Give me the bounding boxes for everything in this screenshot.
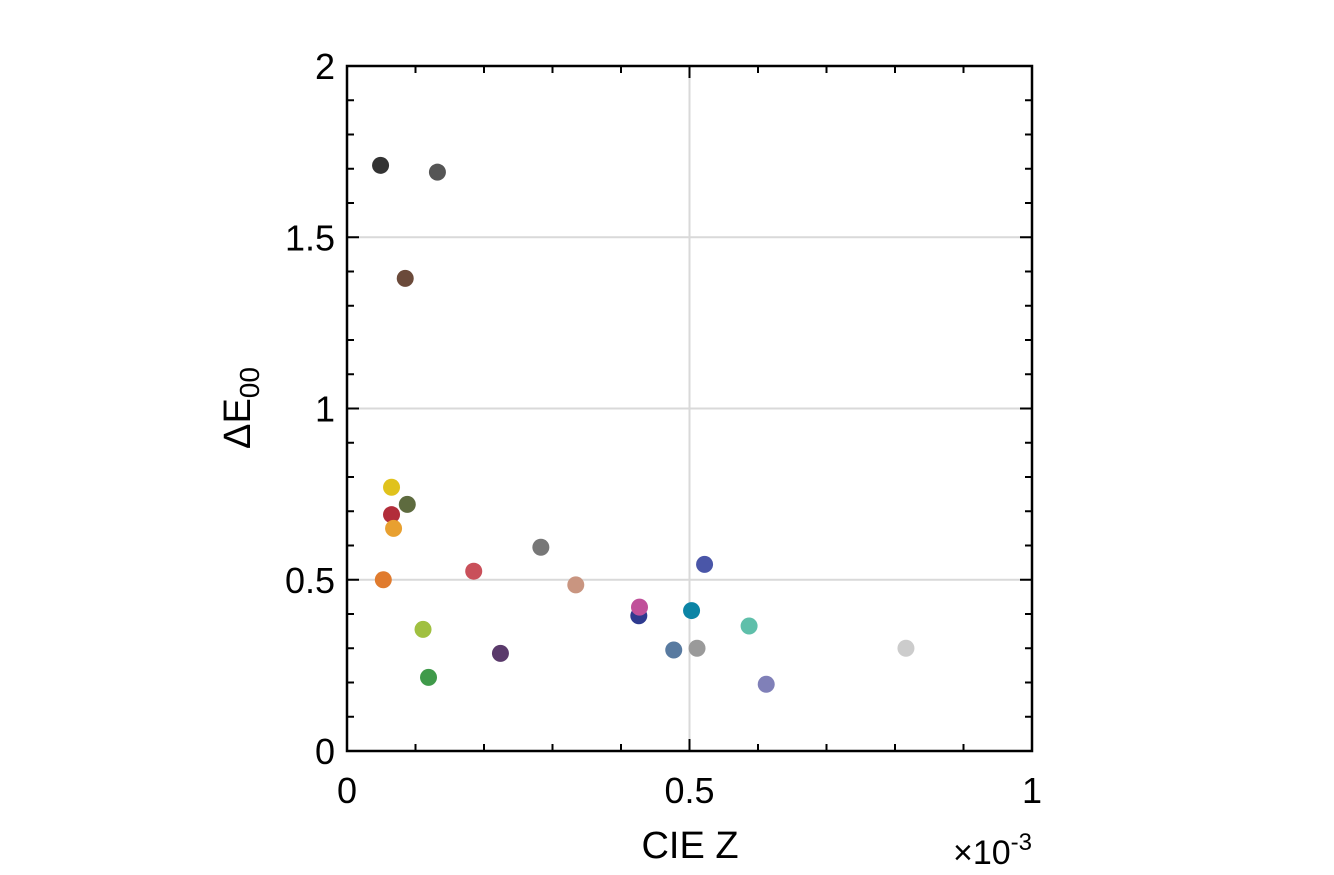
tick-marks <box>346 65 1033 752</box>
x-axis-multiplier: ×10-3 <box>953 829 1032 872</box>
data-point <box>683 602 701 620</box>
grid-lines <box>347 66 1032 751</box>
y-tick-label: 1.5 <box>285 217 335 258</box>
data-point <box>630 598 648 616</box>
data-points <box>372 156 915 693</box>
data-point <box>465 562 483 580</box>
data-point <box>665 641 683 659</box>
y-axis-label-subscript: 00 <box>234 367 265 398</box>
data-point <box>740 617 758 635</box>
data-point <box>374 571 392 589</box>
data-point <box>396 269 414 287</box>
data-point <box>420 668 438 686</box>
x-tick-label: 1 <box>1022 770 1042 811</box>
data-point <box>385 519 403 537</box>
x-axis-label: CIE Z <box>641 825 738 867</box>
x-tick-labels: 0 0.5 1 <box>337 770 1042 811</box>
data-point <box>532 538 550 556</box>
data-point <box>383 478 401 496</box>
data-point <box>688 639 706 657</box>
y-tick-label: 2 <box>315 46 335 87</box>
y-tick-label: 1 <box>315 389 335 430</box>
y-tick-labels: 0 0.5 1 1.5 2 <box>285 46 335 772</box>
x-axis-multiplier-exponent: -3 <box>1011 829 1032 856</box>
x-axis-multiplier-base: ×10 <box>953 834 1011 872</box>
data-point <box>398 495 416 513</box>
data-point <box>757 675 775 693</box>
y-axis-label-main: ΔE <box>217 398 259 449</box>
data-point <box>696 555 714 573</box>
data-point <box>383 506 401 524</box>
data-point <box>414 620 432 638</box>
y-tick-label: 0.5 <box>285 560 335 601</box>
x-tick-label: 0.5 <box>664 770 714 811</box>
data-point <box>428 163 446 181</box>
data-point <box>897 639 915 657</box>
data-point <box>372 156 390 174</box>
y-axis-label: ΔE00 <box>217 367 265 449</box>
data-point <box>567 576 585 594</box>
data-point <box>491 644 509 662</box>
y-tick-label: 0 <box>315 731 335 772</box>
x-tick-label: 0 <box>337 770 357 811</box>
